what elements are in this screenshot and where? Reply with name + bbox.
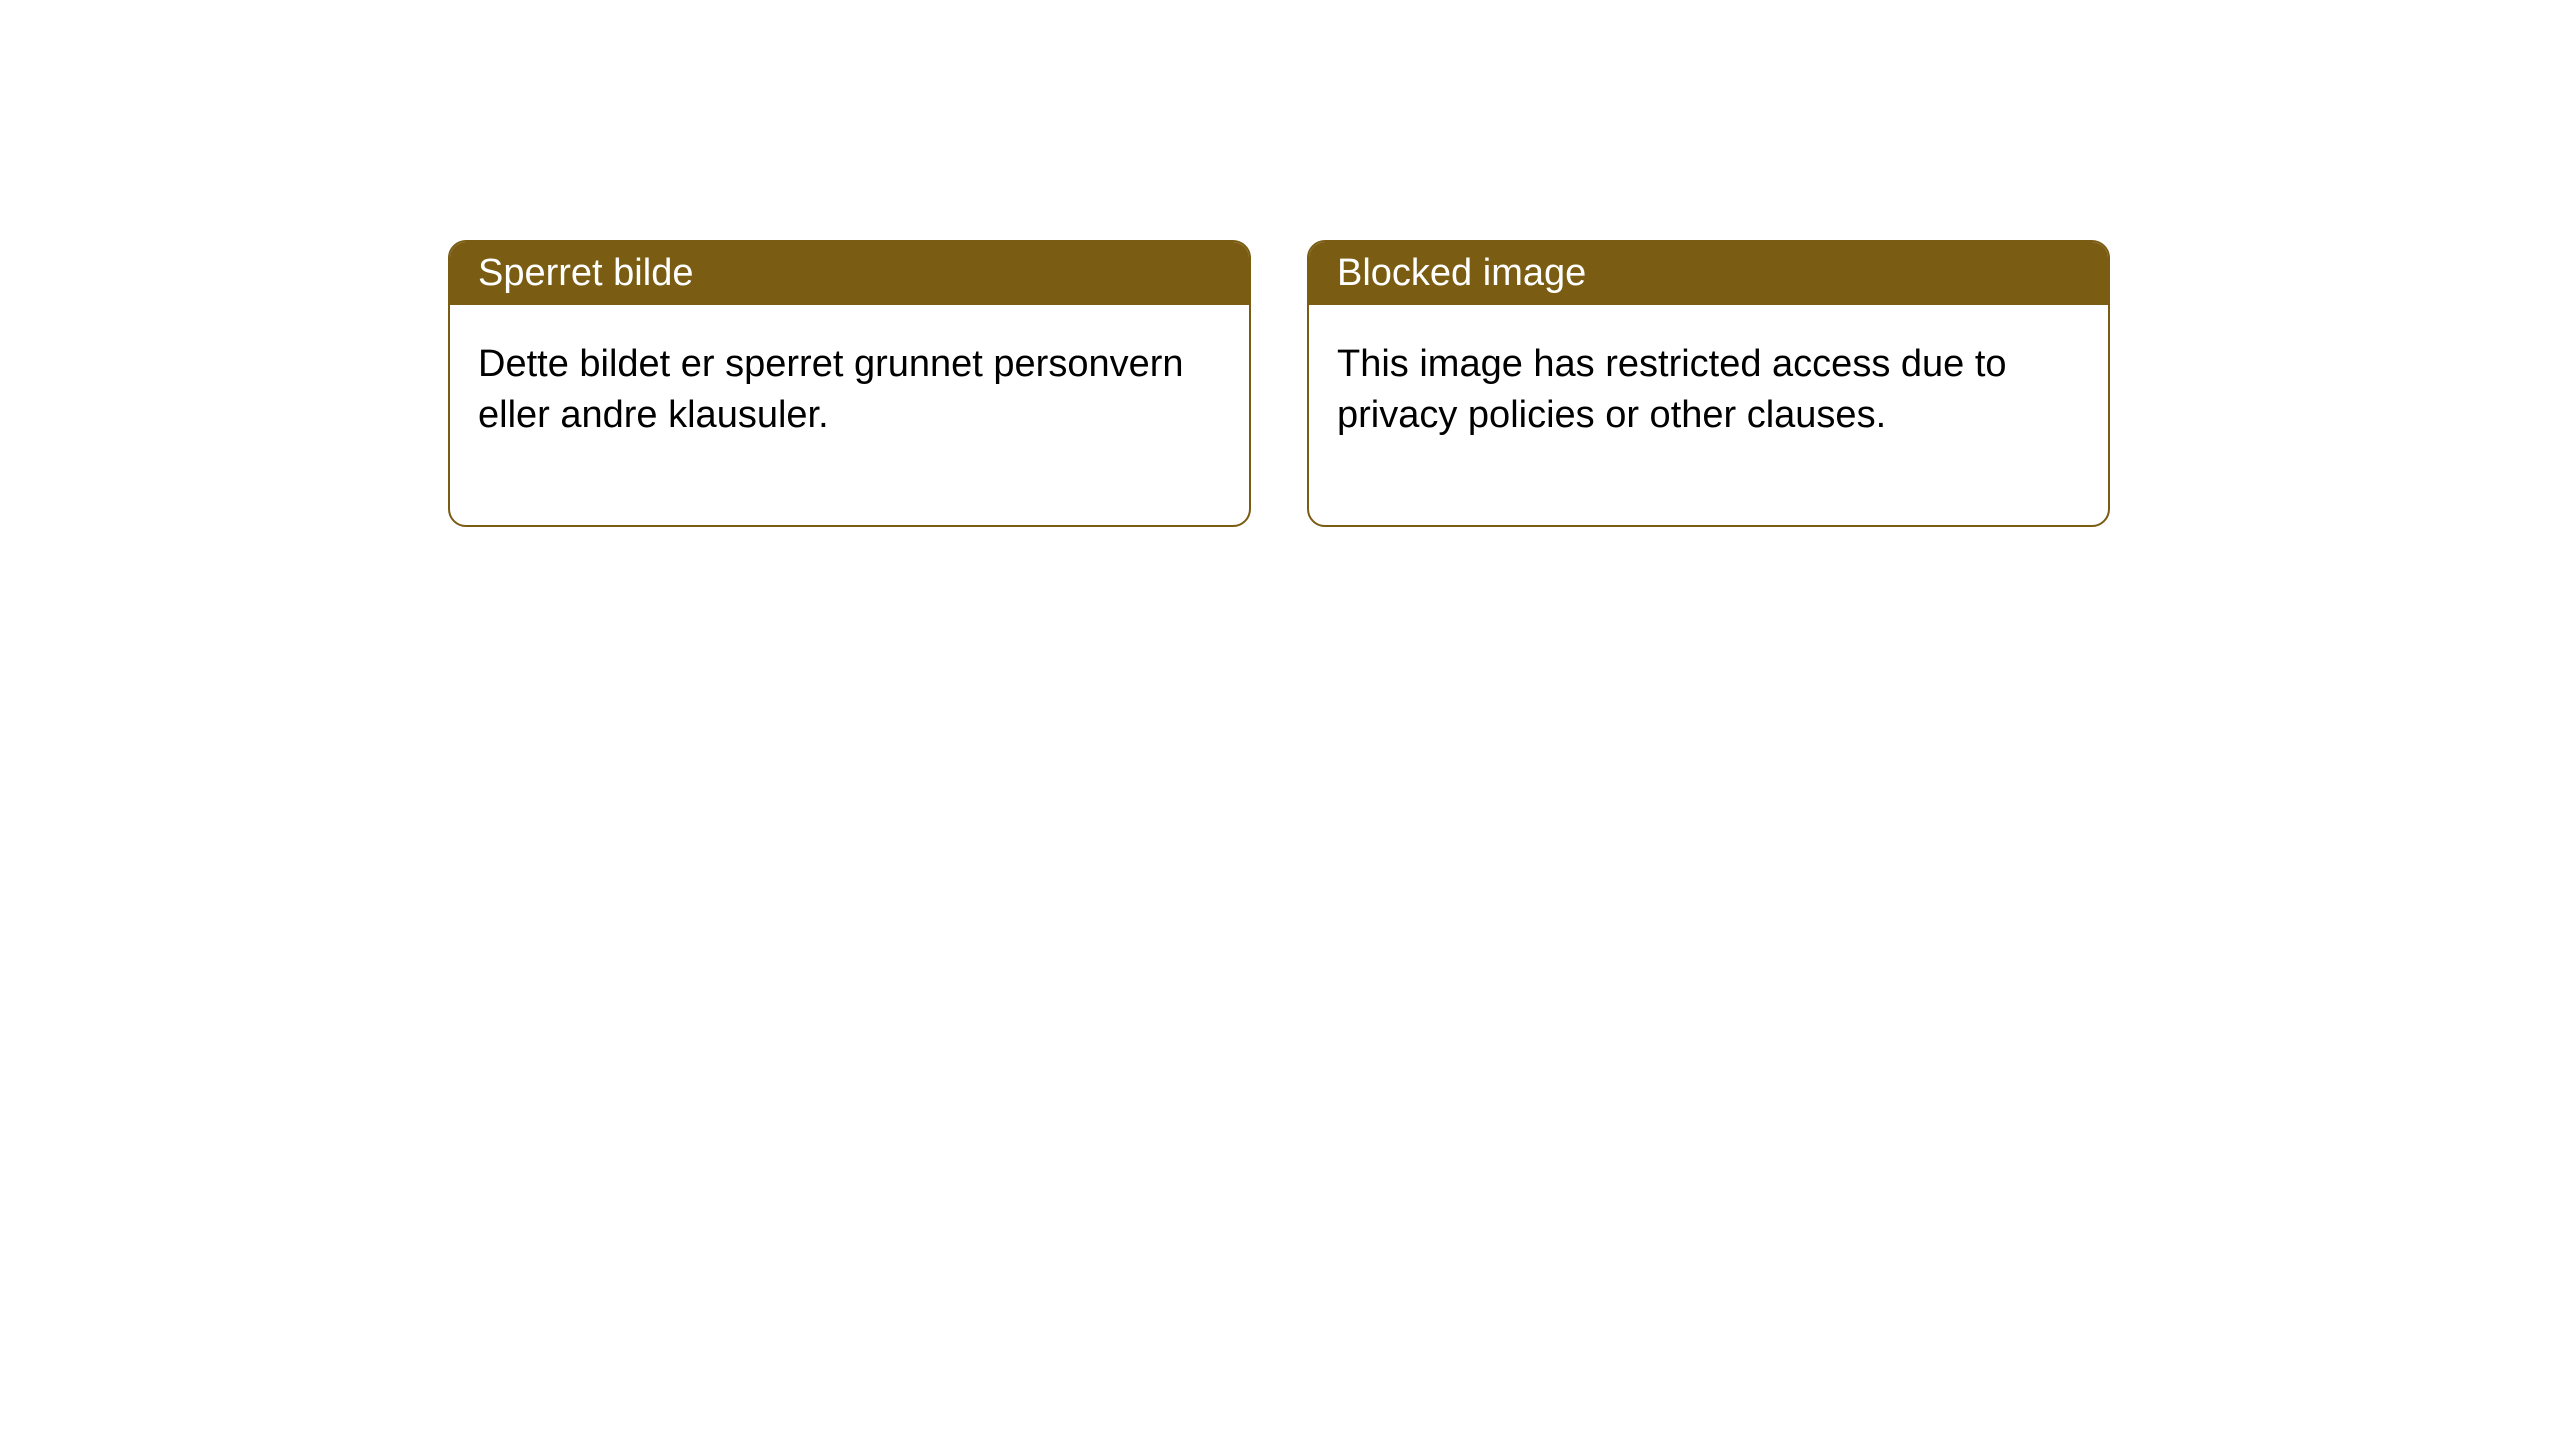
notice-card-english: Blocked image This image has restricted … — [1307, 240, 2110, 527]
notice-card-norwegian: Sperret bilde Dette bildet er sperret gr… — [448, 240, 1251, 527]
notice-header-norwegian: Sperret bilde — [450, 242, 1249, 305]
notice-header-english: Blocked image — [1309, 242, 2108, 305]
notice-body-english: This image has restricted access due to … — [1309, 305, 2108, 525]
notice-body-norwegian: Dette bildet er sperret grunnet personve… — [450, 305, 1249, 525]
notice-container: Sperret bilde Dette bildet er sperret gr… — [0, 0, 2560, 527]
